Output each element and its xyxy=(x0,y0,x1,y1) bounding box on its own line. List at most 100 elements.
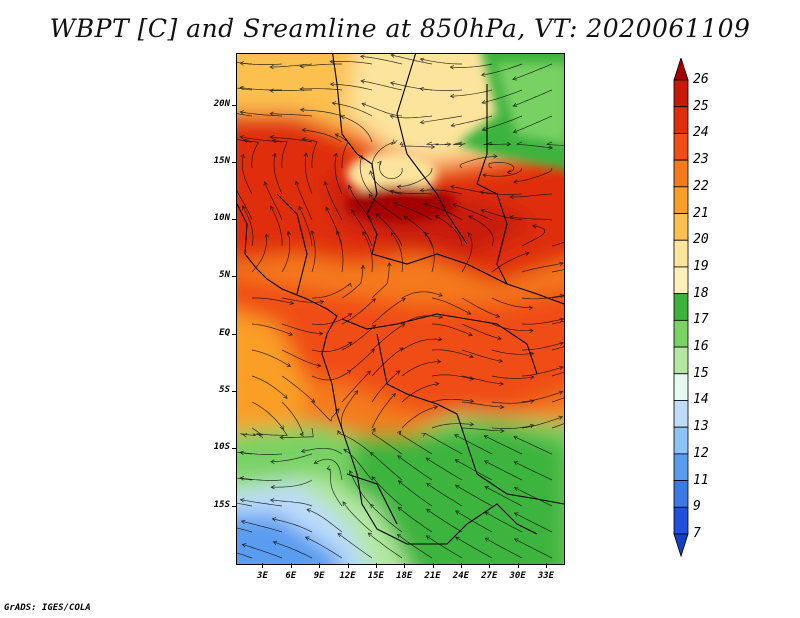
streamline-arrow xyxy=(558,390,564,395)
streamline xyxy=(251,323,293,336)
streamline-arrow xyxy=(479,190,485,195)
streamline xyxy=(397,506,433,533)
streamline xyxy=(371,428,403,455)
colorbar-label: 12 xyxy=(693,445,709,461)
streamline-arrow xyxy=(393,201,398,207)
streamline xyxy=(491,424,534,429)
streamline xyxy=(426,141,451,146)
streamline xyxy=(397,534,433,559)
streamline xyxy=(251,349,291,367)
lon-tick-label: 3E xyxy=(257,571,268,581)
streamline xyxy=(461,401,504,408)
streamline-arrow xyxy=(239,450,245,455)
streamline-arrow xyxy=(481,126,487,132)
colorbar-swatch xyxy=(673,506,689,535)
streamline xyxy=(431,374,474,380)
streamline xyxy=(435,215,463,247)
streamline-arrow xyxy=(469,398,475,404)
streamline-arrow xyxy=(303,152,308,157)
streamline xyxy=(371,370,401,403)
streamline-arrow xyxy=(455,510,460,515)
streamline-arrow xyxy=(469,376,475,381)
streamline-arrow xyxy=(375,212,380,218)
streamline xyxy=(481,89,523,104)
streamline-arrow xyxy=(371,427,376,433)
streamline-arrow xyxy=(326,465,332,470)
streamline-arrow xyxy=(306,508,311,513)
lat-tick xyxy=(232,161,236,163)
lon-tick xyxy=(290,563,292,568)
streamline xyxy=(468,215,494,247)
lon-tick-label: 15E xyxy=(367,571,384,581)
streamline-arrow xyxy=(419,188,425,193)
streamline xyxy=(513,89,553,107)
streamline-arrow xyxy=(334,133,340,138)
lon-tick xyxy=(489,563,491,568)
streamline xyxy=(450,186,493,195)
streamline-arrow xyxy=(269,498,275,503)
colorbar-label: 14 xyxy=(693,392,709,408)
lat-tick-label: 15N xyxy=(213,155,230,166)
streamline-arrow xyxy=(450,123,456,128)
streamline xyxy=(379,161,403,180)
streamline xyxy=(237,190,253,221)
streamline-arrow xyxy=(529,399,535,404)
streamline-arrow xyxy=(436,359,442,364)
streamline xyxy=(370,452,403,481)
streamline xyxy=(237,113,253,117)
streamline xyxy=(426,457,463,481)
streamline-arrow xyxy=(506,169,512,175)
streamline-arrow xyxy=(493,154,498,159)
streamline-arrow xyxy=(481,99,486,105)
streamline xyxy=(431,398,474,403)
streamline xyxy=(337,430,373,455)
streamline-arrow xyxy=(399,347,404,352)
lat-tick xyxy=(232,448,236,450)
streamline xyxy=(521,295,564,300)
streamline-arrow xyxy=(529,375,535,380)
streamline-arrow xyxy=(318,331,324,336)
streamline xyxy=(371,298,406,325)
streamline-arrow xyxy=(484,537,489,542)
streamline-arrow xyxy=(310,230,315,235)
streamline xyxy=(551,397,564,403)
streamline xyxy=(264,181,283,221)
streamline-arrow xyxy=(368,193,373,199)
streamline xyxy=(390,54,433,65)
streamline-arrow xyxy=(403,215,408,220)
streamline-arrow xyxy=(438,314,444,319)
lon-tick-label: 18E xyxy=(396,571,413,581)
streamline-arrow xyxy=(449,93,455,99)
streamline xyxy=(461,349,503,362)
streamline-arrow xyxy=(239,110,245,115)
streamline-arrow xyxy=(331,101,337,106)
streamline-arrow xyxy=(446,142,452,147)
streamline xyxy=(342,501,373,533)
streamline xyxy=(393,202,433,221)
streamline xyxy=(237,552,253,559)
streamline-arrow xyxy=(299,86,304,92)
lon-tick xyxy=(262,563,264,568)
streamline xyxy=(255,427,288,436)
colorbar-swatch xyxy=(673,453,689,481)
streamline-arrow xyxy=(528,305,534,311)
streamline-arrow xyxy=(559,317,564,322)
streamline xyxy=(546,141,564,146)
lat-tick xyxy=(232,505,236,507)
streamline-arrow xyxy=(512,129,518,134)
streamline-arrow xyxy=(368,170,374,175)
streamline-arrow xyxy=(509,194,514,200)
streamline xyxy=(516,141,553,149)
streamline xyxy=(455,510,493,533)
lon-tick xyxy=(545,563,547,568)
streamline xyxy=(513,167,553,183)
streamline xyxy=(551,295,564,299)
streamline-arrow xyxy=(513,461,519,466)
streamline xyxy=(370,170,403,195)
lat-tick-label: EQ xyxy=(219,327,230,338)
streamline-arrow xyxy=(389,114,395,119)
streamline-arrow xyxy=(529,423,535,429)
streamline-arrow xyxy=(512,102,518,108)
streamline-arrow xyxy=(319,299,325,305)
streamline-arrow xyxy=(301,127,307,133)
